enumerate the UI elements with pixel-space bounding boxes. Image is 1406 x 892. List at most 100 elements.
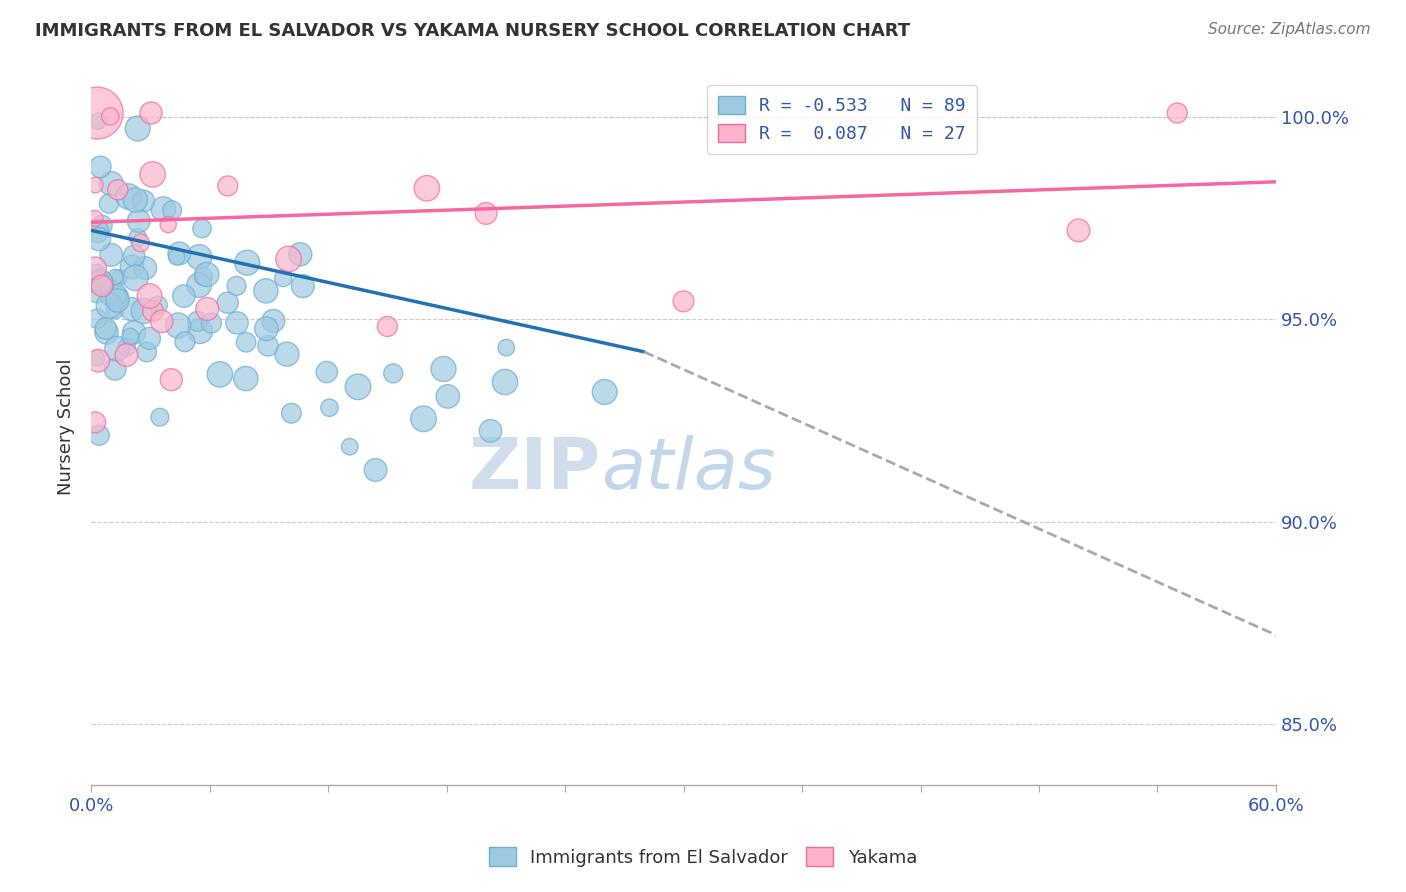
Point [195, 301, 218, 316]
Point [225, 279, 247, 293]
Point [132, 194, 155, 208]
Point [103, 287, 125, 301]
Point [86, 106, 108, 120]
Point [235, 335, 257, 350]
Point [173, 289, 195, 303]
Point [377, 319, 399, 334]
Point [87, 353, 110, 368]
Point [97, 196, 120, 211]
Point [107, 183, 129, 197]
Point [115, 340, 138, 354]
Point [193, 269, 215, 284]
Point [1166, 106, 1188, 120]
Point [84, 415, 107, 429]
Point [98, 298, 121, 312]
Point [494, 375, 516, 389]
Point [104, 303, 127, 318]
Point [672, 294, 695, 309]
Text: Source: ZipAtlas.com: Source: ZipAtlas.com [1208, 22, 1371, 37]
Point [174, 334, 197, 349]
Point [217, 295, 239, 310]
Point [86, 311, 108, 326]
Point [208, 368, 231, 382]
Point [188, 278, 211, 293]
Point [127, 121, 149, 136]
Point [84, 178, 107, 192]
Point [121, 302, 143, 317]
Point [107, 290, 129, 304]
Point [188, 324, 211, 338]
Point [262, 314, 284, 328]
Point [104, 362, 127, 376]
Point [347, 380, 370, 394]
Y-axis label: Nursery School: Nursery School [58, 359, 75, 495]
Text: ZIP: ZIP [468, 435, 600, 504]
Point [318, 401, 340, 415]
Point [257, 339, 280, 353]
Point [100, 248, 122, 262]
Point [84, 211, 107, 226]
Point [115, 348, 138, 362]
Point [436, 389, 458, 403]
Point [87, 428, 110, 442]
Point [121, 260, 143, 274]
Point [200, 316, 222, 330]
Point [217, 178, 239, 193]
Point [98, 109, 121, 123]
Point [277, 252, 299, 266]
Point [291, 279, 314, 293]
Point [91, 277, 114, 291]
Point [271, 271, 294, 285]
Point [132, 304, 155, 318]
Point [382, 367, 405, 381]
Point [142, 168, 165, 182]
Point [166, 250, 188, 264]
Legend: Immigrants from El Salvador, Yakama: Immigrants from El Salvador, Yakama [482, 840, 924, 874]
Point [479, 424, 502, 438]
Point [475, 206, 498, 220]
Point [129, 235, 152, 250]
Point [364, 463, 387, 477]
Point [188, 250, 211, 264]
Point [226, 316, 249, 330]
Point [90, 278, 112, 293]
Point [315, 365, 337, 379]
Point [138, 289, 160, 303]
Point [138, 331, 160, 345]
Point [169, 246, 191, 260]
Point [86, 265, 108, 279]
Point [416, 181, 439, 195]
Point [89, 275, 111, 289]
Legend: R = -0.533   N = 89, R =  0.087   N = 27: R = -0.533 N = 89, R = 0.087 N = 27 [707, 85, 977, 154]
Point [96, 326, 118, 340]
Point [86, 351, 108, 366]
Point [254, 284, 277, 298]
Point [86, 224, 108, 238]
Point [104, 270, 127, 285]
Point [432, 362, 454, 376]
Point [157, 218, 180, 232]
Point [139, 106, 162, 120]
Point [105, 293, 128, 308]
Point [276, 347, 298, 361]
Point [120, 329, 142, 343]
Point [87, 114, 110, 128]
Point [100, 177, 122, 191]
Point [122, 326, 145, 340]
Point [191, 221, 214, 235]
Point [235, 371, 257, 385]
Point [256, 322, 278, 336]
Point [152, 202, 174, 217]
Point [87, 232, 110, 246]
Point [1067, 223, 1090, 237]
Point [89, 160, 111, 174]
Point [150, 314, 173, 328]
Point [118, 189, 141, 203]
Point [290, 247, 312, 261]
Point [122, 249, 145, 263]
Point [142, 304, 165, 318]
Point [593, 384, 616, 399]
Point [149, 410, 172, 425]
Point [91, 219, 114, 233]
Text: IMMIGRANTS FROM EL SALVADOR VS YAKAMA NURSERY SCHOOL CORRELATION CHART: IMMIGRANTS FROM EL SALVADOR VS YAKAMA NU… [35, 22, 910, 40]
